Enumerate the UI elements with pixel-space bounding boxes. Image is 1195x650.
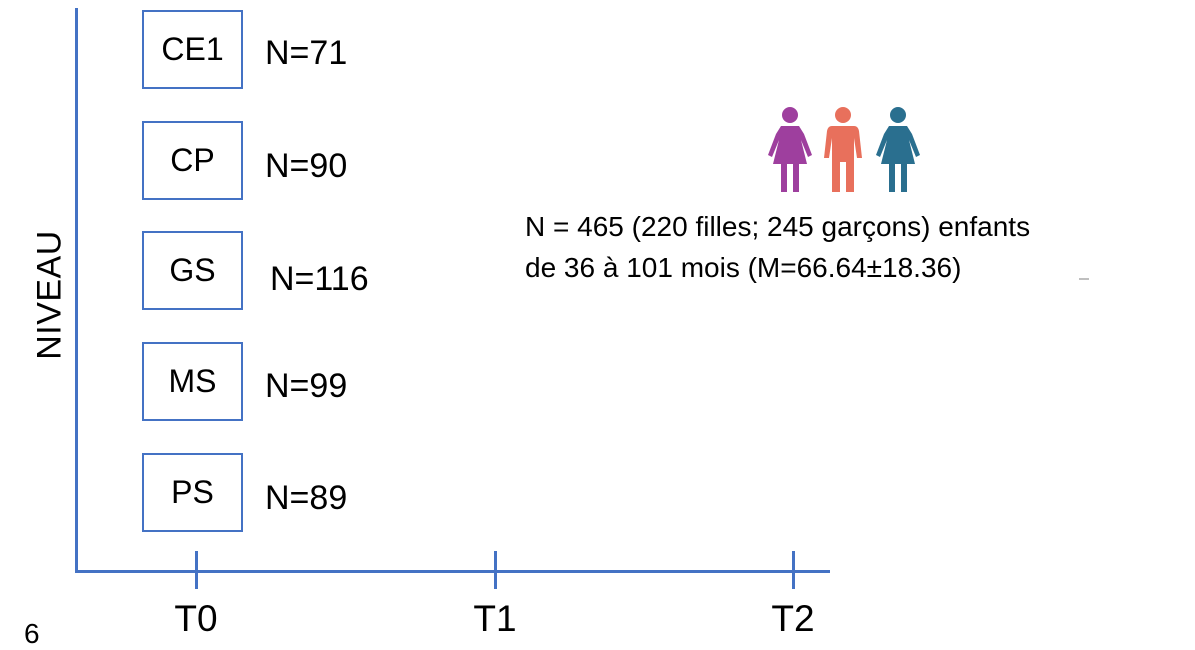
x-tick-label-t0: T0 — [174, 598, 218, 639]
level-label: GS — [169, 252, 216, 288]
x-tick-t1 — [494, 551, 497, 589]
level-box-ms: MS — [142, 342, 243, 421]
level-label: MS — [168, 363, 217, 399]
boy-figure-icon — [824, 107, 862, 192]
level-count-cp: N=90 — [265, 147, 348, 185]
level-label: PS — [171, 474, 214, 510]
sample-info-line2: de 36 à 101 mois (M=66.64±18.36) — [525, 252, 962, 283]
x-axis-line — [75, 570, 830, 573]
decorative-dash — [1079, 278, 1089, 280]
people-icon-group — [768, 107, 920, 192]
x-tick-t2 — [792, 551, 795, 589]
slide-number: 6 — [24, 618, 40, 649]
y-axis-line — [75, 8, 78, 573]
x-tick-label-t2: T2 — [771, 598, 815, 639]
level-label: CP — [170, 142, 215, 178]
level-box-cp: CP — [142, 121, 243, 200]
x-tick-label-t1: T1 — [473, 598, 517, 639]
level-count-gs: N=116 — [270, 260, 369, 298]
level-box-ps: PS — [142, 453, 243, 532]
level-count-ce1: N=71 — [265, 34, 348, 72]
sample-info-line1: N = 465 (220 filles; 245 garçons) enfant… — [525, 211, 1031, 242]
level-count-ps: N=89 — [265, 479, 348, 517]
y-axis-label: NIVEAU — [30, 230, 69, 360]
x-tick-t0 — [195, 551, 198, 589]
girl-figure-icon — [768, 107, 812, 192]
level-box-ce1: CE1 — [142, 10, 243, 89]
girl-figure-icon — [876, 107, 920, 192]
level-label: CE1 — [161, 31, 224, 67]
level-box-gs: GS — [142, 231, 243, 310]
level-count-ms: N=99 — [265, 367, 348, 405]
